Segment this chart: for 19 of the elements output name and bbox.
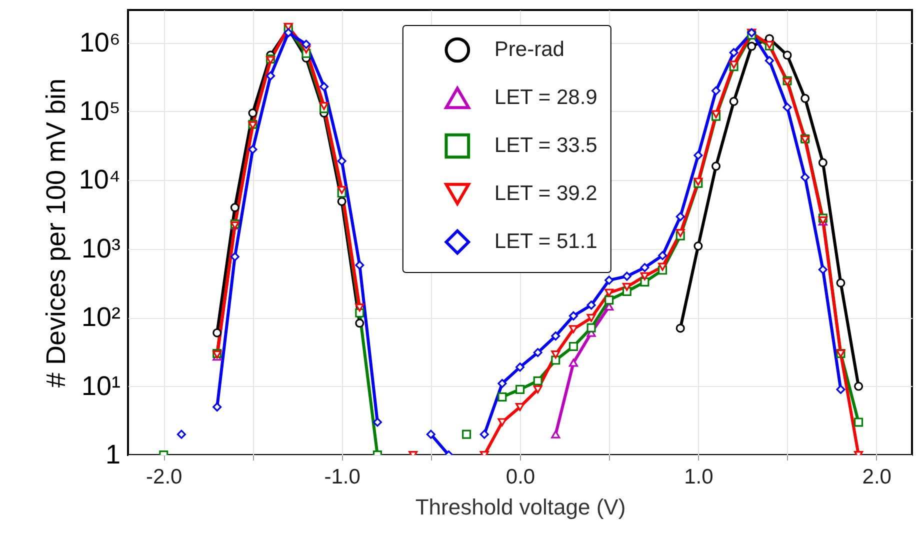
y-tick-label: 10⁶ (79, 27, 120, 58)
y-tick-label: 10¹ (81, 370, 120, 401)
legend-label: LET = 39.2 (494, 182, 598, 205)
legend-label: Pre-rad (494, 38, 564, 61)
x-tick-label: -2.0 (146, 466, 182, 488)
y-tick-label: 10³ (81, 233, 120, 264)
x-tick-label: 0.0 (506, 466, 536, 488)
x-axis-title: Threshold voltage (V) (415, 494, 626, 520)
y-tick-label: 10⁵ (79, 96, 120, 126)
x-tick-label: 1.0 (684, 466, 714, 488)
y-tick-label: 10⁴ (78, 164, 120, 195)
legend-label: LET = 33.5 (494, 134, 598, 157)
y-tick-label: 1 (105, 440, 120, 470)
legend-label: LET = 51.1 (494, 230, 598, 253)
y-tick-label: 10² (81, 302, 120, 332)
x-tick-label: -1.0 (324, 466, 360, 488)
y-axis-title: # Devices per 100 mV bin (40, 78, 71, 388)
legend-label: LET = 28.9 (494, 86, 598, 109)
x-tick-label: 2.0 (862, 466, 892, 488)
